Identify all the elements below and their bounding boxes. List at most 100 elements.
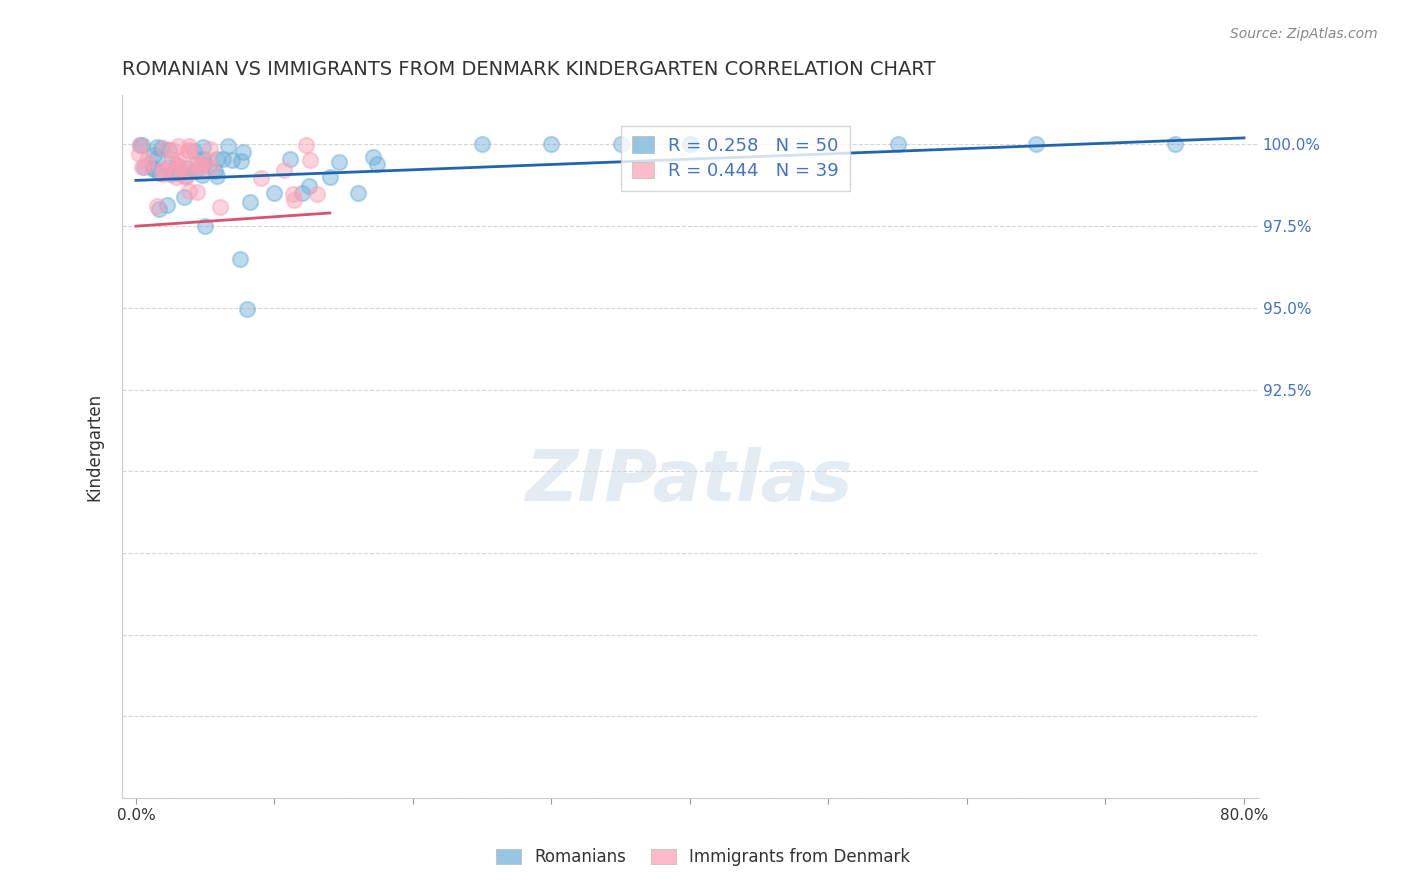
Immigrants from Denmark — [250, 170, 273, 185]
Immigrants from Denmark — [160, 153, 183, 168]
Romanians — [291, 186, 314, 201]
Romanians — [204, 164, 226, 178]
Immigrants from Denmark — [152, 161, 174, 176]
Romanians — [155, 198, 177, 212]
Immigrants from Denmark — [283, 194, 305, 208]
Romanians — [143, 148, 166, 162]
Romanians — [540, 137, 562, 152]
Romanians — [194, 219, 217, 234]
Immigrants from Denmark — [184, 156, 207, 170]
Romanians — [1025, 137, 1047, 152]
Romanians — [131, 137, 153, 152]
Immigrants from Denmark — [186, 156, 208, 170]
Immigrants from Denmark — [179, 138, 201, 153]
Romanians — [263, 186, 285, 201]
Immigrants from Denmark — [200, 161, 222, 175]
Immigrants from Denmark — [167, 153, 190, 168]
Romanians — [191, 140, 214, 154]
Romanians — [173, 169, 195, 183]
Romanians — [183, 144, 205, 158]
Romanians — [132, 160, 155, 174]
Immigrants from Denmark — [165, 169, 187, 184]
Romanians — [167, 166, 190, 180]
Immigrants from Denmark — [198, 142, 221, 156]
Romanians — [217, 139, 239, 153]
Immigrants from Denmark — [128, 138, 150, 153]
Immigrants from Denmark — [197, 153, 219, 167]
Romanians — [157, 160, 180, 174]
Romanians — [221, 153, 243, 168]
Romanians — [1164, 137, 1187, 152]
Romanians — [159, 167, 181, 181]
Romanians — [191, 153, 214, 167]
Romanians — [366, 156, 388, 170]
Romanians — [148, 165, 170, 179]
Immigrants from Denmark — [166, 139, 188, 153]
Immigrants from Denmark — [179, 184, 201, 198]
Text: ZIPatlas: ZIPatlas — [526, 448, 853, 516]
Romanians — [679, 137, 702, 152]
Immigrants from Denmark — [179, 144, 201, 158]
Romanians — [173, 190, 195, 204]
Romanians — [232, 145, 254, 159]
Legend: R = 0.258   N = 50, R = 0.444   N = 39: R = 0.258 N = 50, R = 0.444 N = 39 — [621, 126, 849, 191]
Immigrants from Denmark — [162, 144, 184, 158]
Romanians — [238, 195, 260, 210]
Immigrants from Denmark — [128, 147, 150, 161]
Immigrants from Denmark — [136, 153, 159, 168]
Romanians — [176, 161, 198, 175]
Romanians — [146, 151, 169, 165]
Romanians — [183, 163, 205, 178]
Immigrants from Denmark — [186, 185, 208, 199]
Romanians — [235, 302, 257, 317]
Immigrants from Denmark — [152, 167, 174, 181]
Romanians — [231, 153, 253, 168]
Romanians — [146, 140, 169, 154]
Romanians — [205, 153, 228, 167]
Romanians — [128, 138, 150, 153]
Immigrants from Denmark — [188, 159, 211, 173]
Romanians — [679, 137, 702, 152]
Romanians — [143, 161, 166, 176]
Romanians — [361, 149, 384, 163]
Immigrants from Denmark — [169, 160, 191, 174]
Immigrants from Denmark — [305, 187, 328, 202]
Immigrants from Denmark — [146, 199, 169, 213]
Romanians — [149, 141, 172, 155]
Romanians — [141, 161, 163, 176]
Immigrants from Denmark — [153, 141, 176, 155]
Immigrants from Denmark — [208, 201, 231, 215]
Romanians — [229, 252, 252, 266]
Immigrants from Denmark — [298, 153, 321, 167]
Y-axis label: Kindergarten: Kindergarten — [86, 392, 103, 500]
Legend: Romanians, Immigrants from Denmark: Romanians, Immigrants from Denmark — [488, 840, 918, 875]
Romanians — [191, 168, 214, 182]
Romanians — [609, 137, 631, 152]
Romanians — [319, 170, 342, 185]
Immigrants from Denmark — [177, 144, 200, 158]
Immigrants from Denmark — [188, 162, 211, 177]
Immigrants from Denmark — [172, 166, 194, 180]
Romanians — [148, 202, 170, 217]
Immigrants from Denmark — [135, 158, 157, 172]
Immigrants from Denmark — [294, 138, 316, 153]
Romanians — [328, 155, 350, 169]
Romanians — [886, 137, 908, 152]
Romanians — [212, 153, 235, 167]
Romanians — [278, 153, 301, 167]
Immigrants from Denmark — [174, 169, 197, 184]
Text: ROMANIAN VS IMMIGRANTS FROM DENMARK KINDERGARTEN CORRELATION CHART: ROMANIAN VS IMMIGRANTS FROM DENMARK KIND… — [122, 60, 935, 78]
Text: Source: ZipAtlas.com: Source: ZipAtlas.com — [1230, 27, 1378, 41]
Romanians — [193, 157, 215, 171]
Romanians — [157, 143, 180, 157]
Immigrants from Denmark — [131, 160, 153, 174]
Romanians — [471, 137, 494, 152]
Immigrants from Denmark — [281, 186, 304, 201]
Romanians — [207, 169, 229, 183]
Romanians — [166, 159, 188, 173]
Immigrants from Denmark — [153, 162, 176, 177]
Romanians — [298, 179, 321, 194]
Immigrants from Denmark — [166, 159, 188, 173]
Immigrants from Denmark — [273, 163, 295, 178]
Romanians — [346, 186, 368, 201]
